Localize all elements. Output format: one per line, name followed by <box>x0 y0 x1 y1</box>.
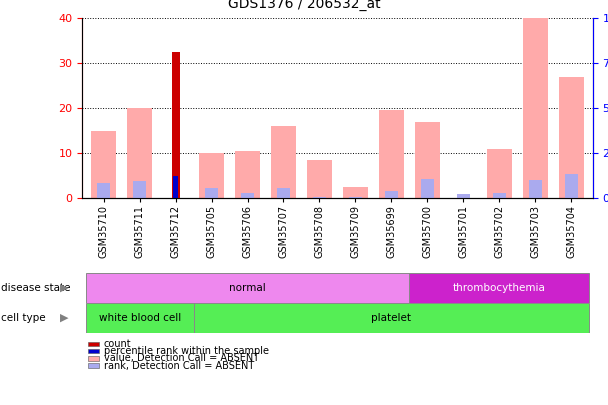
Text: white blood cell: white blood cell <box>98 313 181 323</box>
Text: ▶: ▶ <box>60 313 68 323</box>
Text: ▶: ▶ <box>60 283 68 293</box>
Bar <box>133 181 146 198</box>
Bar <box>193 303 589 333</box>
Bar <box>97 183 110 198</box>
Bar <box>523 18 548 198</box>
Bar <box>486 149 512 198</box>
Text: platelet: platelet <box>371 313 412 323</box>
Bar <box>313 197 326 198</box>
Text: normal: normal <box>229 283 266 293</box>
Text: disease state: disease state <box>1 283 71 293</box>
Bar <box>235 151 260 198</box>
Bar <box>271 126 296 198</box>
Bar <box>206 188 218 198</box>
Bar <box>493 193 506 198</box>
Bar <box>343 187 368 198</box>
Bar <box>277 188 290 198</box>
Bar <box>127 108 152 198</box>
Text: value, Detection Call = ABSENT: value, Detection Call = ABSENT <box>104 354 259 363</box>
Bar <box>86 273 409 303</box>
Bar <box>199 153 224 198</box>
Bar <box>379 110 404 198</box>
Bar <box>171 52 179 198</box>
Bar <box>409 273 589 303</box>
Bar <box>241 193 254 198</box>
Text: rank, Detection Call = ABSENT: rank, Detection Call = ABSENT <box>104 361 254 371</box>
Text: count: count <box>104 339 131 349</box>
Text: GDS1376 / 206532_at: GDS1376 / 206532_at <box>227 0 381 11</box>
Bar <box>349 197 362 198</box>
Text: percentile rank within the sample: percentile rank within the sample <box>104 346 269 356</box>
Bar <box>559 77 584 198</box>
Bar <box>307 160 332 198</box>
Bar <box>565 174 578 198</box>
Bar <box>415 122 440 198</box>
Bar <box>421 179 434 198</box>
Text: cell type: cell type <box>1 313 46 323</box>
Bar <box>86 303 193 333</box>
Bar <box>173 175 178 198</box>
Bar <box>385 191 398 198</box>
Bar <box>457 194 469 198</box>
Bar <box>529 180 542 198</box>
Bar <box>91 130 116 198</box>
Text: thrombocythemia: thrombocythemia <box>453 283 546 293</box>
